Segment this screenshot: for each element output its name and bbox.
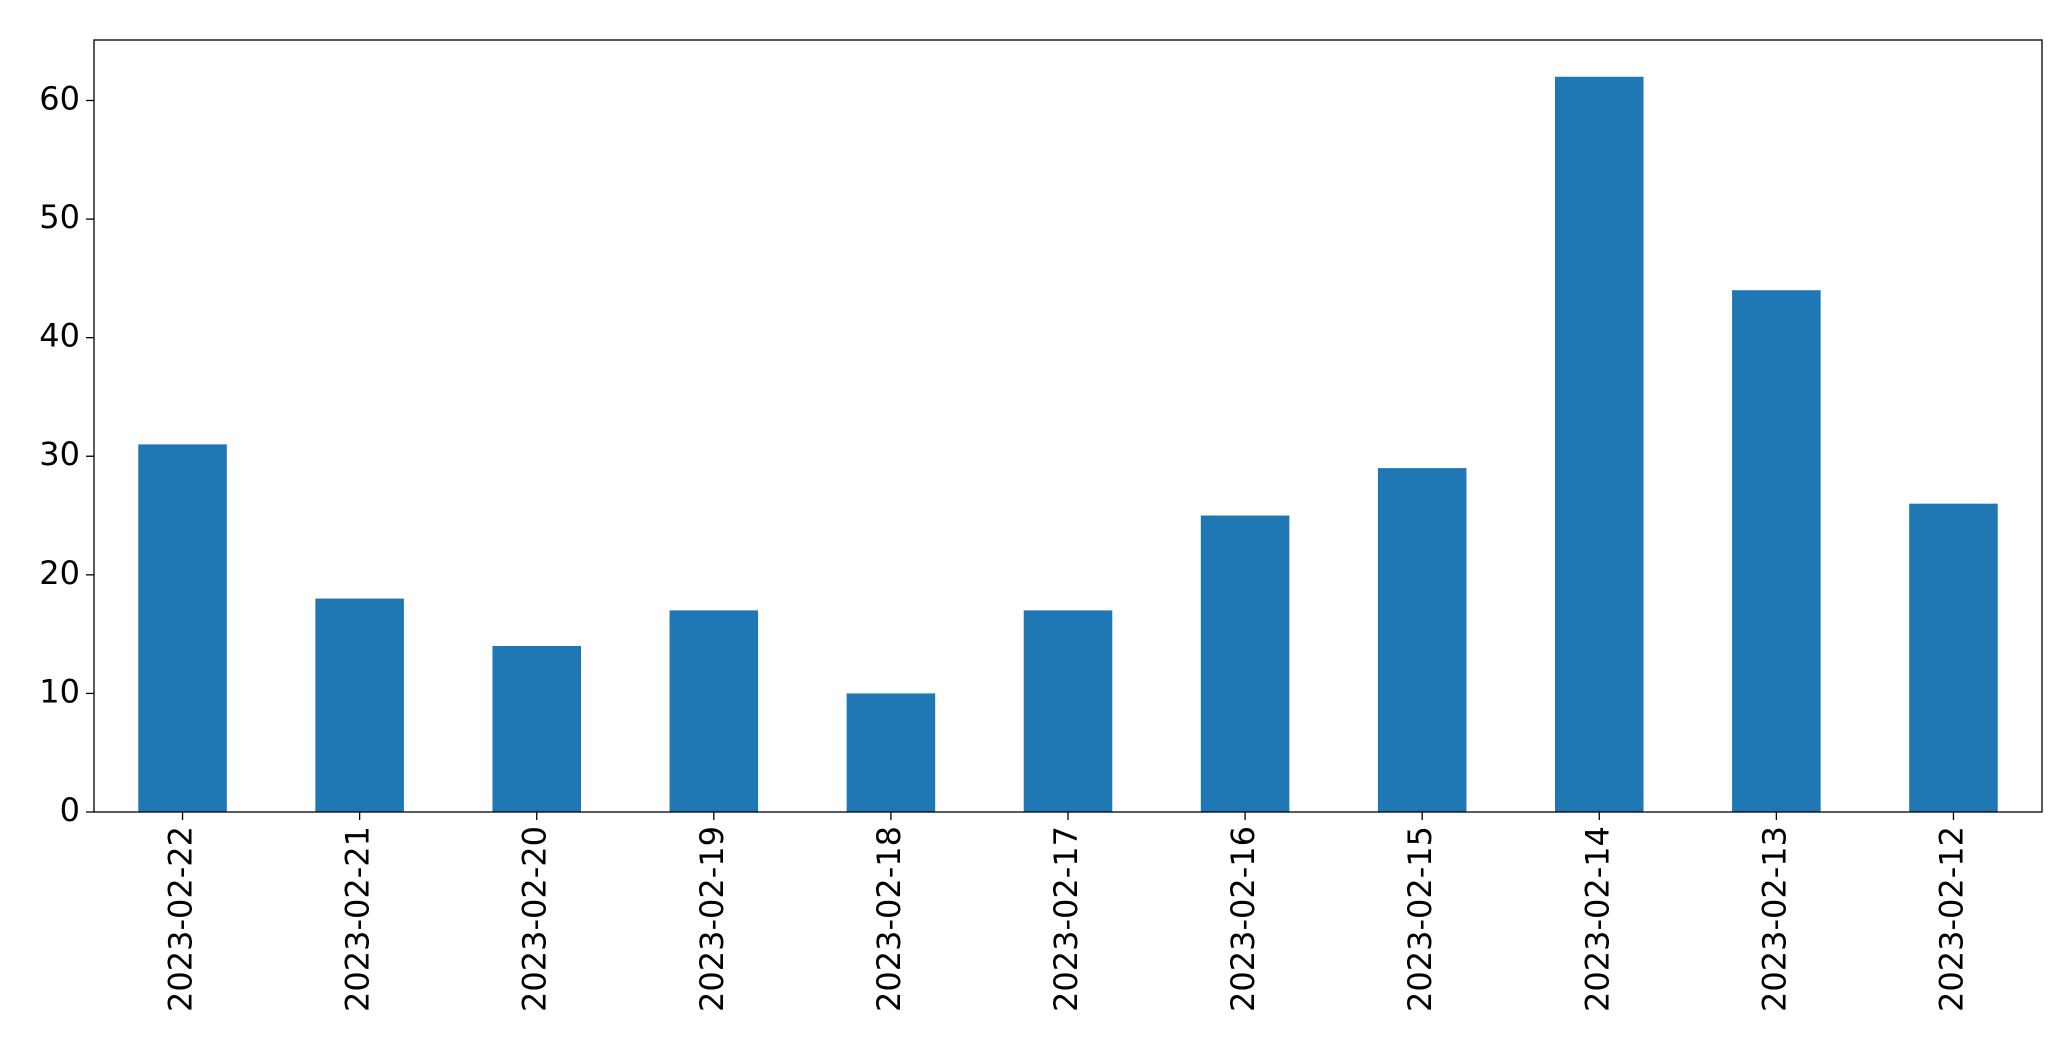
y-tick-label: 50: [39, 198, 80, 236]
x-tick-label: 2023-02-15: [1401, 826, 1439, 1012]
bar: [1732, 290, 1821, 812]
bar: [1200, 515, 1290, 812]
x-tick-label: 2023-02-17: [1047, 826, 1085, 1012]
plot-frame: [93, 39, 2043, 813]
bar: [1377, 468, 1467, 812]
x-tick-label: 2023-02-21: [339, 826, 377, 1012]
x-tick-label: 2023-02-20: [516, 826, 554, 1012]
x-tick-label: 2023-02-14: [1578, 826, 1616, 1012]
bar: [138, 444, 227, 812]
bar: [1909, 503, 1998, 812]
y-tick-label: 0: [60, 791, 80, 829]
x-tick-label: 2023-02-18: [870, 826, 908, 1012]
x-tick-label: 2023-02-19: [693, 826, 731, 1012]
y-tick-label: 10: [39, 672, 80, 710]
x-tick-label: 2023-02-13: [1755, 826, 1793, 1012]
y-tick-label: 40: [39, 317, 80, 355]
bar: [1023, 610, 1113, 812]
y-tick-label: 20: [39, 554, 80, 592]
bar: [492, 645, 581, 812]
y-tick-label: 30: [39, 435, 80, 473]
x-tick-label: 2023-02-22: [162, 826, 200, 1012]
x-tick-label: 2023-02-16: [1224, 826, 1262, 1012]
bar: [1555, 76, 1644, 812]
bar: [669, 610, 759, 812]
bar: [846, 693, 936, 812]
bar: [315, 598, 404, 812]
y-tick-label: 60: [39, 79, 80, 117]
x-tick-label: 2023-02-12: [1932, 826, 1970, 1012]
